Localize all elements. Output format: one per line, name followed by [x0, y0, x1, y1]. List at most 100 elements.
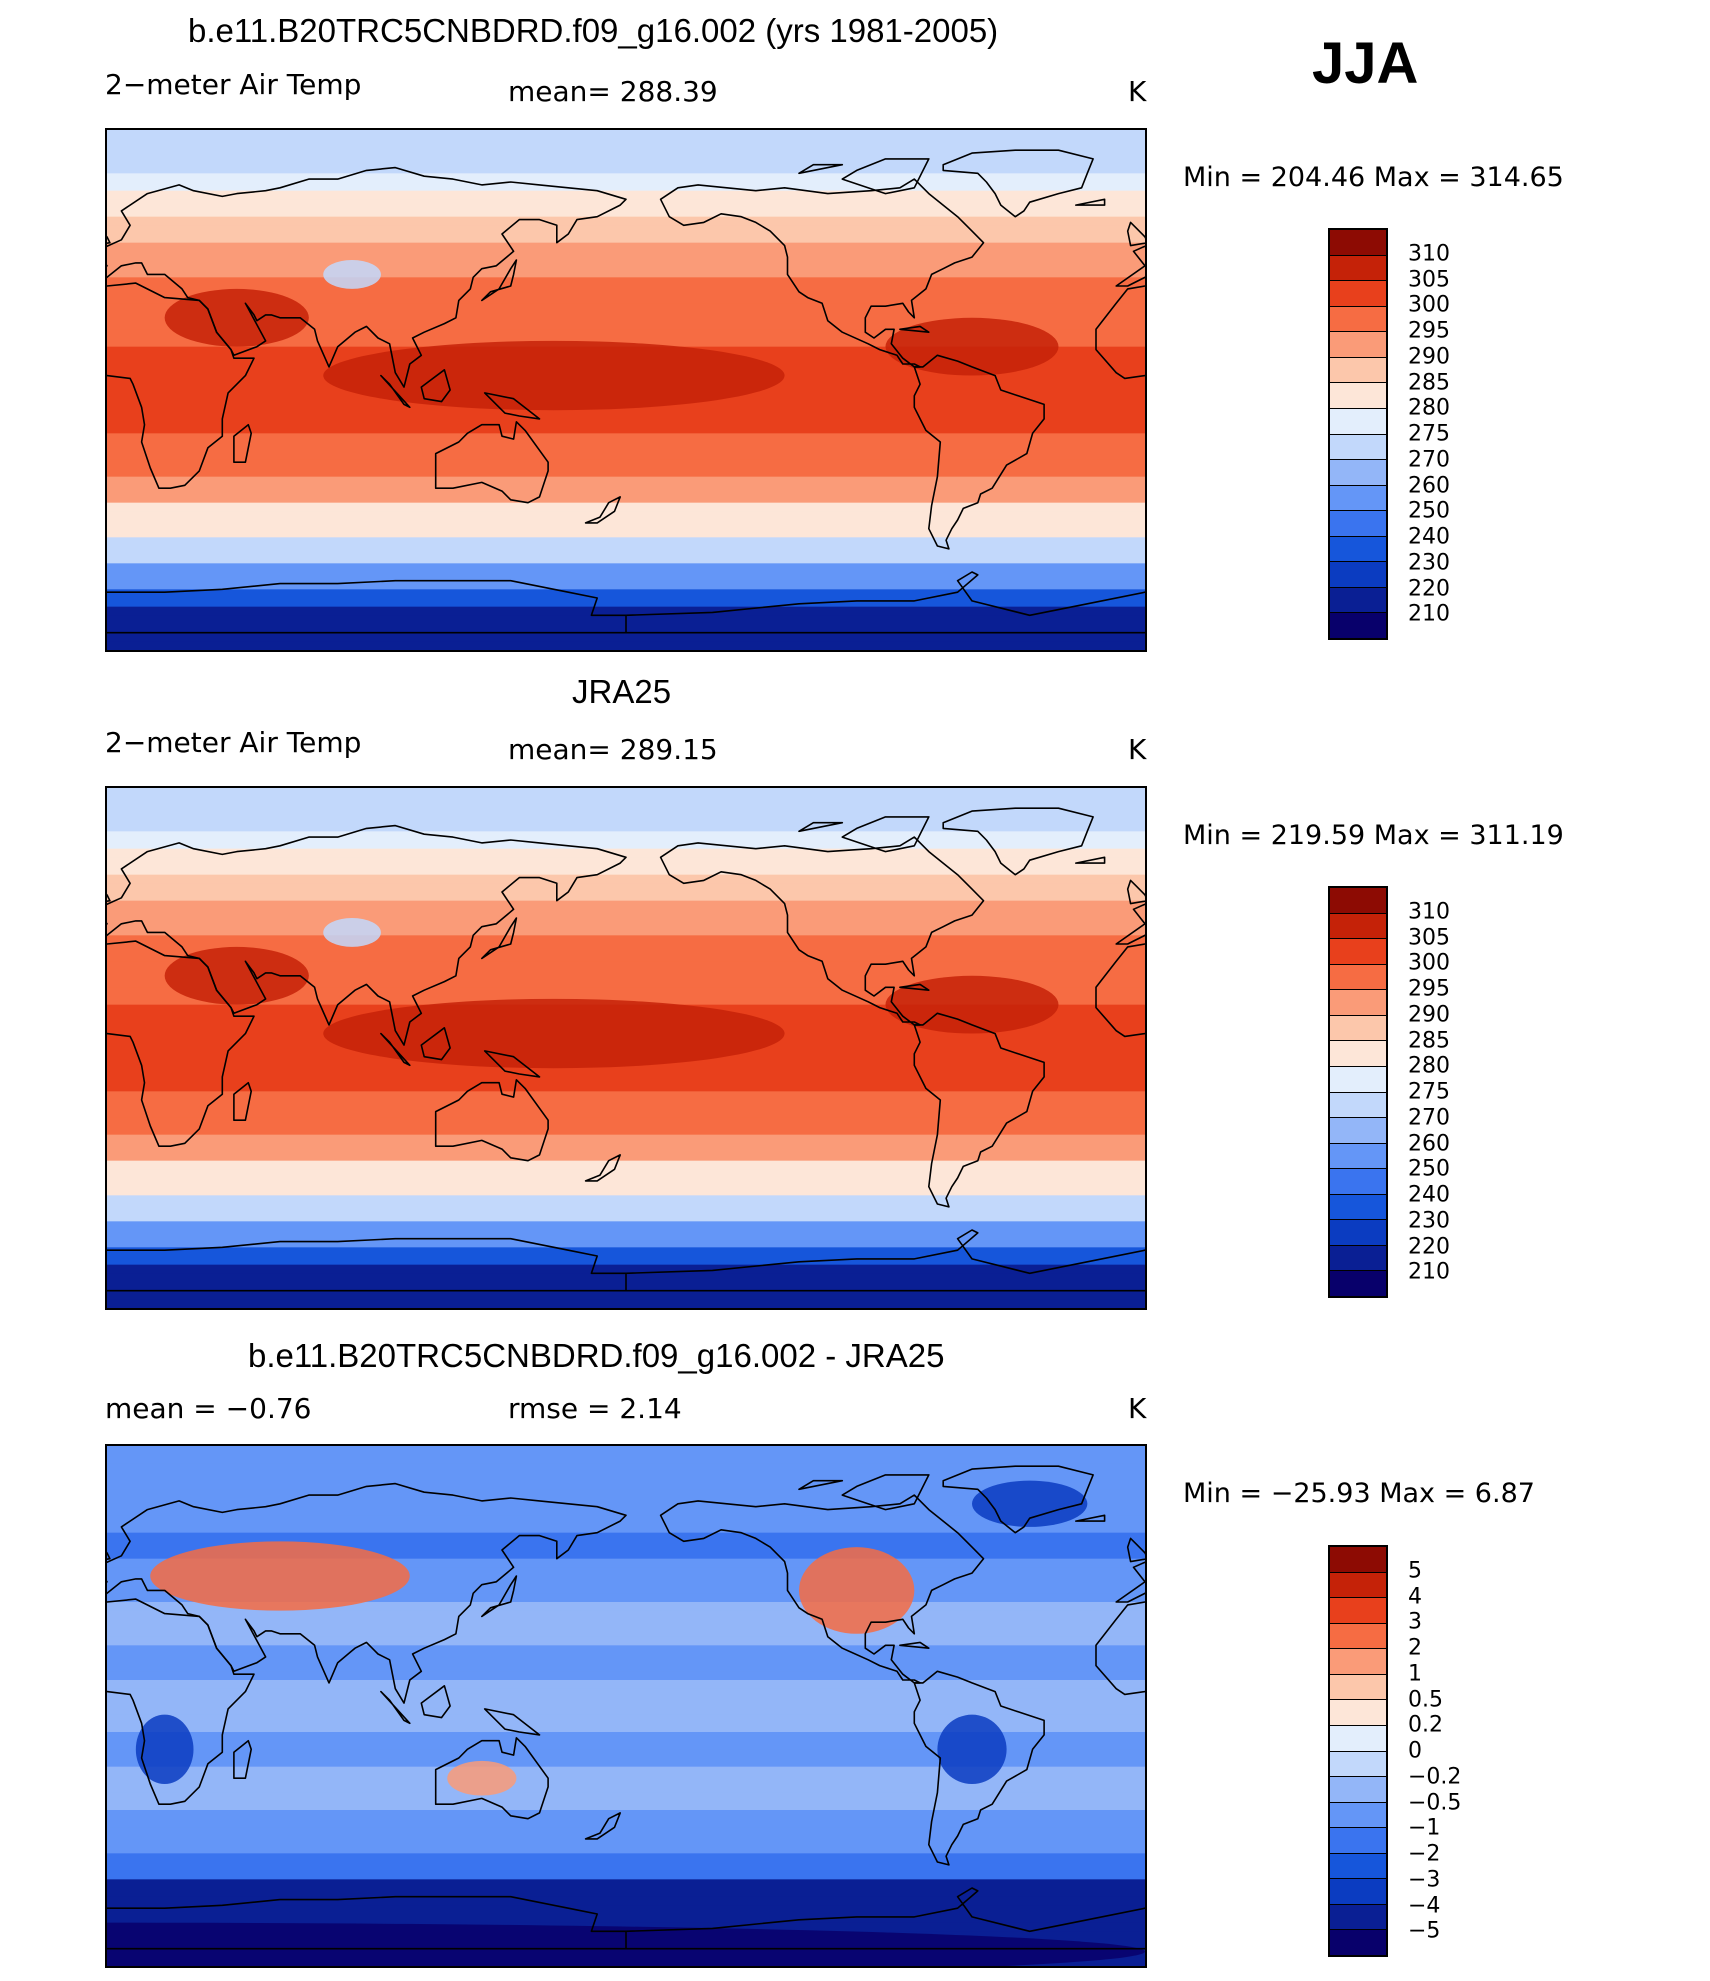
colorbar-swatch — [1330, 484, 1386, 511]
field-band — [107, 1758, 1145, 1768]
field-band — [107, 1688, 1145, 1698]
field-band — [107, 1818, 1145, 1828]
field-band — [107, 1662, 1145, 1672]
field-band — [107, 944, 1145, 954]
colorbar-tick-label: 300 — [1408, 292, 1450, 318]
coastline — [913, 354, 1045, 550]
field-band — [107, 424, 1145, 434]
field-feature — [135, 1714, 194, 1784]
panel1-map — [105, 128, 1147, 652]
field-band — [107, 874, 1145, 884]
field-band — [107, 1238, 1145, 1248]
coastline — [233, 423, 252, 463]
colorbar-swatch — [1330, 1597, 1386, 1623]
panel1-title: b.e11.B20TRC5CNBDRD.f09_g16.002 (yrs 198… — [188, 12, 999, 49]
coastline — [420, 1685, 451, 1719]
field-band — [107, 1636, 1145, 1646]
panel1-minmax: Min = 204.46 Max = 314.65 — [1183, 162, 1564, 193]
field-band — [107, 1264, 1145, 1274]
coastline — [1075, 198, 1106, 206]
field-band — [107, 502, 1145, 512]
coastline — [107, 940, 1145, 1147]
field-band — [107, 1256, 1145, 1266]
colorbar-swatch — [1330, 888, 1386, 913]
field-band — [107, 528, 1145, 538]
coastline — [1075, 856, 1106, 864]
field-band — [107, 1126, 1145, 1136]
colorbar-swatch — [1330, 1827, 1386, 1853]
field-band — [107, 831, 1145, 841]
field-band — [107, 918, 1145, 928]
coastline — [899, 983, 930, 991]
colorbar-tick-label: −0.5 — [1408, 1790, 1462, 1815]
colorbar-tick-label: 260 — [1408, 1131, 1450, 1156]
colorbar-tick-label: 230 — [1408, 550, 1450, 576]
colorbar-swatch — [1330, 938, 1386, 964]
coastline — [899, 325, 930, 333]
coastline — [380, 1032, 411, 1067]
field-band — [107, 494, 1145, 504]
coastline — [107, 571, 1145, 634]
coastline — [107, 1229, 1145, 1292]
field-band — [107, 1204, 1145, 1214]
field-band — [107, 1732, 1145, 1742]
colorbar-swatch — [1330, 459, 1386, 485]
field-band — [107, 1082, 1145, 1092]
field-band — [107, 883, 1145, 893]
colorbar-swatch — [1330, 510, 1386, 536]
colorbar-swatch — [1330, 1571, 1386, 1598]
panel1-colorbar — [1328, 228, 1388, 640]
field-feature — [323, 260, 381, 289]
coastline — [942, 807, 1094, 876]
field-band — [107, 632, 1145, 642]
colorbar-tick-label: 305 — [1408, 267, 1450, 292]
field-band — [107, 442, 1145, 452]
field-band — [107, 606, 1145, 616]
field-band — [107, 216, 1145, 226]
colorbar-tick-label: 240 — [1408, 524, 1450, 550]
colorbar-swatch — [1330, 1673, 1386, 1700]
coastline — [107, 879, 1145, 905]
coastline — [483, 392, 541, 420]
field-band — [107, 788, 1145, 798]
field-band — [107, 173, 1145, 183]
colorbar-tick-label: 310 — [1408, 899, 1450, 925]
field-band — [107, 1602, 1145, 1612]
coastline — [584, 1154, 621, 1182]
colorbar-swatch — [1330, 561, 1386, 587]
field-band — [107, 199, 1145, 209]
field-band — [107, 952, 1145, 962]
panel3-units: K — [1128, 1392, 1147, 1425]
field-feature — [799, 1547, 915, 1634]
coastline — [420, 1027, 451, 1061]
field-band — [107, 892, 1145, 902]
field-band — [107, 1489, 1145, 1499]
colorbar-tick-label: −3 — [1408, 1867, 1441, 1893]
colorbar-swatch — [1330, 1040, 1386, 1066]
field-band — [107, 303, 1145, 313]
colorbar-tick-label: 0.5 — [1408, 1687, 1443, 1712]
field-band — [107, 822, 1145, 832]
field-band — [107, 1558, 1145, 1568]
field-band — [107, 796, 1145, 806]
field-band — [107, 225, 1145, 235]
field-band — [107, 987, 1145, 997]
field-feature — [972, 1480, 1088, 1527]
field-band — [107, 433, 1145, 443]
field-band — [107, 1706, 1145, 1716]
colorbar-swatch — [1330, 1699, 1386, 1725]
coastline — [659, 836, 985, 1026]
colorbar-tick-label: 260 — [1408, 473, 1450, 498]
coastline — [1075, 1514, 1106, 1522]
field-band — [107, 1870, 1145, 1880]
colorbar-swatch — [1330, 1168, 1386, 1194]
colorbar-tick-label: 295 — [1408, 318, 1450, 344]
coastline — [659, 178, 985, 368]
colorbar-swatch — [1330, 586, 1386, 613]
colorbar-tick-label: 240 — [1408, 1182, 1450, 1208]
coastline — [483, 1050, 541, 1078]
field-band — [107, 1610, 1145, 1620]
field-band — [107, 520, 1145, 530]
field-band — [107, 1160, 1145, 1170]
field-band — [107, 138, 1145, 148]
